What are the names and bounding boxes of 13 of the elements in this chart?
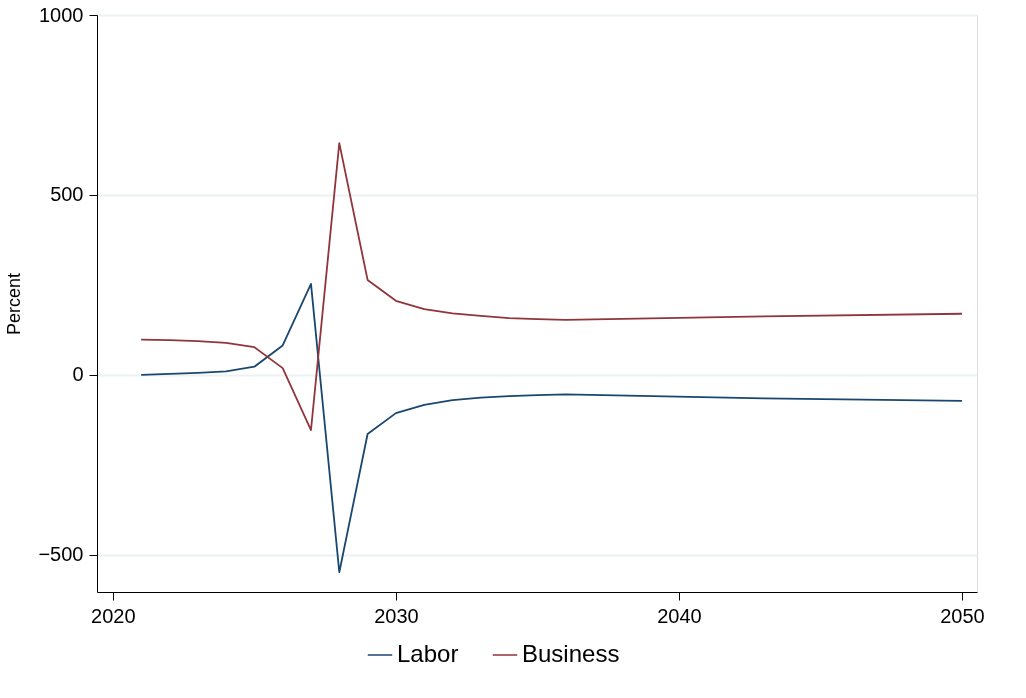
- y-tick-label: 1000: [39, 3, 84, 26]
- x-tick-label: 2040: [657, 604, 702, 627]
- legend-label: Labor: [397, 640, 459, 667]
- y-tick-label: 0: [72, 363, 84, 386]
- line-series: [140, 282, 963, 574]
- legend-label: Business: [522, 640, 620, 667]
- x-tick-label: 2030: [374, 604, 419, 627]
- y-tick-label: −500: [38, 543, 84, 566]
- y-tick-label: 500: [50, 183, 84, 206]
- x-tick-label: 2050: [940, 604, 985, 627]
- y-axis-title: Percent: [4, 272, 25, 336]
- x-tick-label: 2020: [91, 604, 136, 627]
- line-series: [140, 142, 963, 431]
